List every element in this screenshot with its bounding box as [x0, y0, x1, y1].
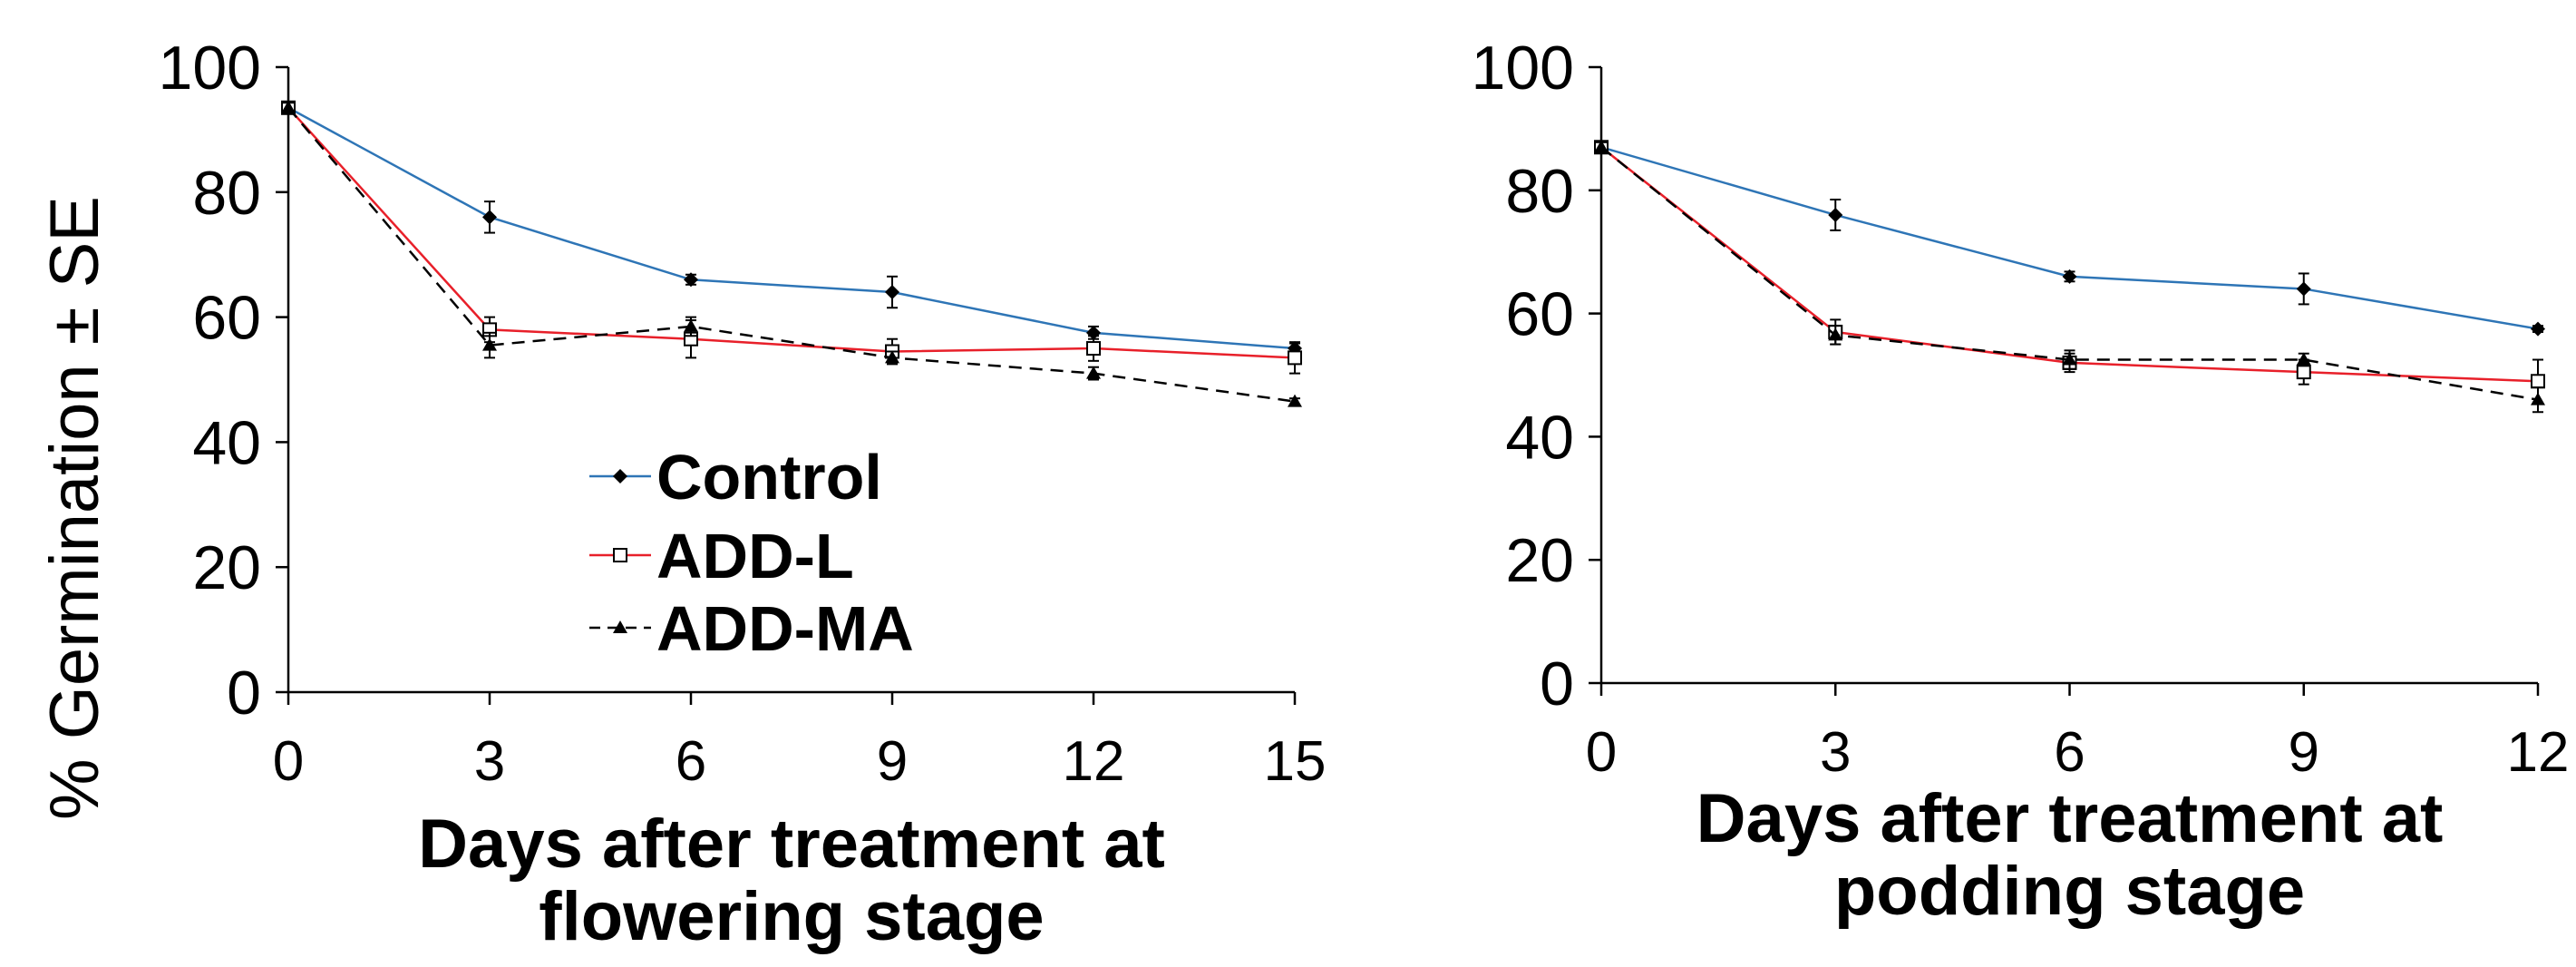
panel-2-y-tick-label: 40 [1505, 403, 1574, 472]
panel-2-add-ma-point [2296, 352, 2311, 366]
panel-1-control-line [287, 106, 1296, 350]
panel-2-add-ma-point [2062, 352, 2077, 366]
panel-2-series-control [1594, 140, 2545, 337]
panel-1-x-axis-title-line: flowering stage [539, 878, 1044, 955]
panel-1-y-tick-label: 40 [192, 408, 261, 477]
panel-1-add-l-line [287, 106, 1296, 359]
panel-1-add-ma-point [1288, 394, 1302, 407]
panel-2-control-line [1600, 146, 2539, 330]
legend-item-add-l: ADD-L [589, 521, 854, 591]
panel-1-y-tick-label: 100 [159, 34, 261, 103]
panel-1-x-tick-label: 12 [1063, 730, 1125, 793]
y-axis-label: % Germination ± SE [36, 196, 113, 820]
panel-1-add-ma-point [885, 350, 899, 364]
legend-item-add-ma: ADD-MA [589, 593, 914, 664]
panel-1-add-ma-point [1086, 366, 1101, 379]
panel-2-x-tick-label: 9 [2289, 721, 2319, 784]
panel-1-y-tick-label: 60 [192, 284, 261, 353]
panel-1-x-tick-label: 3 [474, 730, 505, 793]
panel-1-x-tick-label: 0 [273, 730, 304, 793]
panel-2-control-point [2296, 281, 2311, 297]
panel-1-add-l-point [1288, 350, 1302, 366]
panel-1-x-tick-label: 15 [1264, 730, 1327, 793]
legend-label: ADD-L [656, 521, 854, 591]
legend-label: Control [656, 442, 882, 513]
panel-1-x-tick-label: 6 [676, 730, 706, 793]
panel-1-x-tick-label: 9 [877, 730, 908, 793]
panel-2-chart: 0 20 40 60 80 100 0 3 6 9 12 Days after treatment a… [1472, 34, 2570, 930]
panel-1-add-ma-point [482, 337, 497, 351]
panel-2-y-tick-label: 100 [1472, 34, 1574, 103]
panel-2-y-tick-label: 20 [1505, 526, 1574, 595]
panel-2-add-l-line [1600, 146, 2539, 383]
panel-2-y-tick-label: 0 [1540, 650, 1574, 718]
panel-2-control-point [2531, 321, 2545, 337]
panel-2-x-tick-label: 12 [2507, 721, 2570, 784]
panel-2-x-axis-title-line: Days after treatment at [1696, 780, 2444, 857]
panel-2-y-tick-label: 80 [1505, 157, 1574, 226]
panel-2-x-tick-label: 6 [2054, 721, 2085, 784]
legend-swatch-marker [613, 620, 627, 633]
panel-1-chart: 0 20 40 60 80 100 0 3 6 9 12 15 Days after treatment… [159, 34, 1327, 955]
panel-1-series-control [281, 100, 1302, 357]
panel-2-add-ma-point [1594, 140, 1609, 153]
panel-1-add-l-point [1086, 341, 1101, 357]
panel-1-add-ma-point [281, 100, 296, 113]
panel-2-add-ma-point [2531, 392, 2545, 405]
panel-1-add-ma-line [287, 106, 1296, 403]
panel-1-series-add-l [281, 100, 1302, 375]
panel-1-control-point [482, 210, 497, 225]
panel-2-x-tick-label: 3 [1820, 721, 1851, 784]
panel-1-y-tick-label: 0 [227, 659, 261, 728]
panel-1-series-add-ma [281, 100, 1302, 407]
panel-1-control-point [684, 272, 698, 288]
panel-1-add-ma-point [684, 318, 698, 332]
panel-2-x-tick-label: 0 [1586, 721, 1617, 784]
legend-swatch-marker [613, 548, 627, 562]
panel-2-series-add-ma [1594, 140, 2545, 414]
panel-2-add-ma-point [1828, 327, 1843, 341]
legend-swatch-marker [613, 469, 627, 484]
panel-1-y-tick-label: 80 [192, 159, 261, 228]
legend-label: ADD-MA [656, 593, 914, 664]
panel-1-control-point [885, 285, 899, 300]
panel-2-control-point [2062, 269, 2077, 284]
panel-2-add-l-point [2531, 374, 2545, 389]
panel-2-add-ma-line [1600, 146, 2539, 401]
panel-1-x-axis-title-line: Days after treatment at [418, 806, 1165, 883]
panel-2-y-tick-label: 60 [1505, 280, 1574, 349]
panel-2-add-l-point [2296, 365, 2311, 380]
panel-2-control-point [1828, 207, 1843, 222]
legend-item-control: Control [589, 442, 882, 513]
panel-1-y-tick-label: 20 [192, 533, 261, 602]
panel-2-x-axis-title-line: podding stage [1834, 853, 2305, 930]
